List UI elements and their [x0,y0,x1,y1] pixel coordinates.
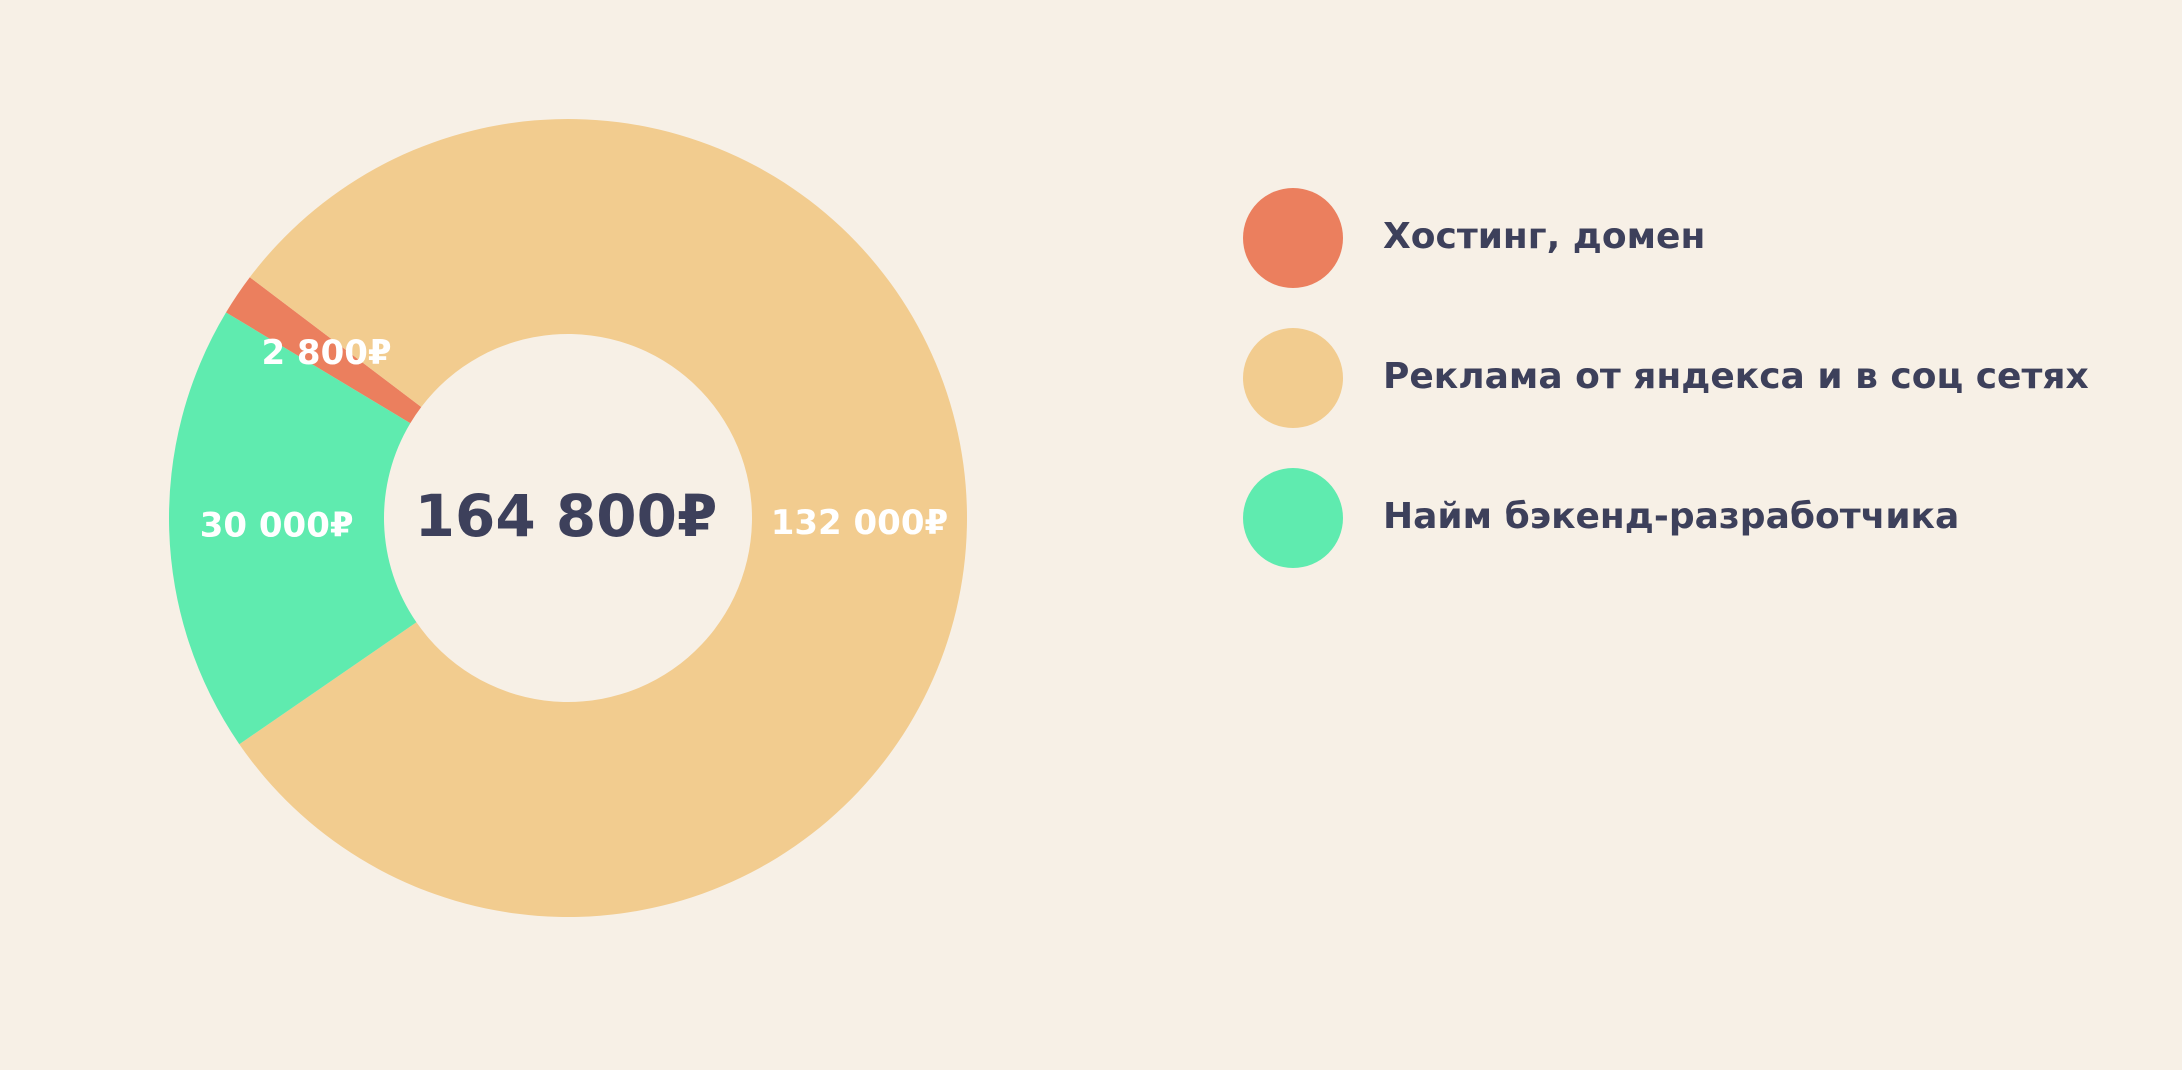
donut-slice [225,277,422,424]
donut-slice [169,312,417,745]
legend-label: Найм бэкенд-разработчика [1383,496,1959,537]
legend-label: Реклама от яндекса и в соц сетях [1383,356,2089,397]
slice-value-label: 30 000₽ [200,505,354,545]
legend-swatch [1243,188,1343,288]
legend-swatch [1243,328,1343,428]
legend-label: Хостинг, домен [1383,216,1705,257]
legend-swatch [1243,468,1343,568]
slice-value-label: 2 800₽ [261,333,391,373]
center-total: 164 800₽ [415,482,718,550]
slice-value-label: 132 000₽ [771,503,948,543]
donut-slice [239,119,968,918]
